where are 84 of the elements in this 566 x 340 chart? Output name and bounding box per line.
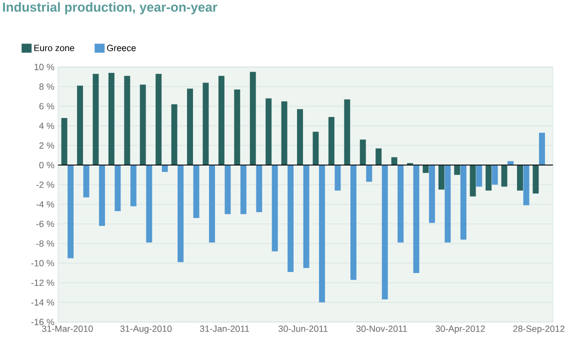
y-tick-label: -14 % [31,299,54,306]
bar [366,165,372,182]
x-tick-label: 30-Jun-2011 [278,326,328,332]
bar [77,86,83,166]
bar [312,132,319,166]
x-tick-label: 28-Sep-2012 [513,326,564,334]
bar [319,165,325,302]
bar [140,84,146,166]
bar [218,76,224,166]
bar [413,165,420,273]
bar [539,132,545,166]
bar [523,165,530,206]
bar [83,165,90,198]
bar [398,165,404,243]
y-tick-label: -6 % [36,220,54,228]
bar [334,165,341,191]
x-tick-label: 31-Aug-2010 [120,326,172,334]
bar [266,98,272,166]
bar [444,165,451,243]
bar [256,165,262,212]
y-tick-label: -2 % [36,182,54,188]
bar [68,165,74,258]
bar [250,72,256,166]
bar [382,165,388,300]
bar [209,165,215,243]
x-tick-label: 30-Nov-2011 [356,326,407,332]
y-tick-label: 6 % [39,103,54,110]
bar [486,165,492,191]
bar [344,99,350,166]
y-tick-label: -8 % [36,240,54,247]
bar [61,118,68,166]
y-tick-label: 2 % [39,142,54,149]
bar [532,165,539,194]
y-tick-label: -10 % [31,260,54,266]
bar [146,165,152,243]
y-tick-label: 10 % [34,64,54,70]
bar [281,101,288,166]
x-tick-label: 31-Mar-2010 [42,326,93,332]
bar [187,88,193,166]
bar [193,165,200,218]
bar [391,157,398,166]
x-tick-label: 31-Jan-2011 [200,326,250,332]
bar [171,104,178,166]
legend-label: Euro zone [34,44,74,52]
bar [124,76,130,166]
bar [454,165,460,175]
bar [303,165,310,268]
bar [492,165,498,185]
bar [297,109,303,166]
bar [99,165,105,226]
bar [156,74,162,166]
bar [517,165,523,191]
bar [162,165,168,172]
y-tick-label: -12 % [31,280,54,286]
bar [429,165,435,223]
bar [288,165,294,272]
bar [114,165,121,212]
bar [476,165,482,187]
bar [470,165,476,196]
bar [360,140,366,166]
y-tick-label: -16 % [31,318,54,326]
bar [240,165,246,214]
x-tick-label: 30-Apr-2012 [436,326,485,334]
bar [460,165,466,240]
bar [178,165,184,262]
bar [202,82,209,166]
bar [376,148,382,166]
y-tick-label: -4 % [36,201,54,208]
legend-label: Greece [107,44,136,52]
bar [224,165,231,214]
y-tick-label: 8 % [39,83,54,90]
bar [108,72,114,166]
bar [422,165,429,173]
chart-title: Industrial production, year-on-year [3,2,218,14]
bar [501,165,508,187]
bar [234,90,240,166]
bar [92,74,99,166]
bar [130,165,136,206]
y-tick-label: 4 % [39,122,54,129]
y-tick-label: 0 % [39,162,54,168]
bar [438,165,444,190]
bar [328,117,334,166]
bar [350,165,356,280]
bar [272,165,278,252]
